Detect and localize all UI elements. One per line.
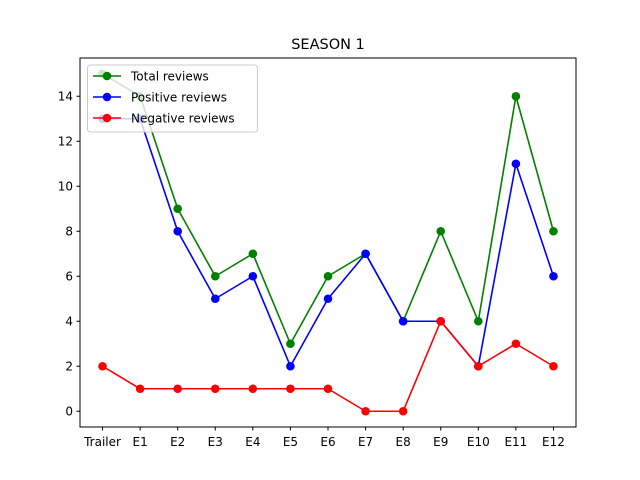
legend-swatch-marker xyxy=(102,71,112,81)
data-point xyxy=(286,339,295,349)
data-point xyxy=(286,361,295,371)
chart-title: SEASON 1 xyxy=(291,37,365,53)
data-point xyxy=(549,271,558,281)
x-tick-label: E10 xyxy=(467,435,490,449)
legend-box xyxy=(87,64,258,133)
legend: Total reviews Positive reviews Negative re… xyxy=(87,64,258,133)
data-point xyxy=(549,361,558,371)
data-point xyxy=(173,226,182,236)
y-tick-label: 2 xyxy=(65,360,73,374)
x-tick-label: E3 xyxy=(208,435,223,449)
data-point xyxy=(436,226,446,236)
data-point xyxy=(511,91,521,101)
x-tick-label: E7 xyxy=(358,435,373,449)
y-tick-label: 0 xyxy=(65,405,73,419)
legend-swatch-marker xyxy=(102,92,112,102)
data-point xyxy=(361,406,370,416)
data-point xyxy=(323,294,333,304)
data-point xyxy=(436,316,446,326)
data-point xyxy=(549,226,558,236)
y-tick-label: 10 xyxy=(58,180,73,194)
data-point xyxy=(474,316,483,326)
legend-label: Positive reviews xyxy=(131,90,227,104)
data-point xyxy=(248,384,258,394)
data-point xyxy=(286,384,295,394)
y-tick-label: 6 xyxy=(65,270,73,284)
x-tick-label: E9 xyxy=(433,435,448,449)
x-tick-label: E1 xyxy=(133,435,148,449)
y-tick-label: 4 xyxy=(65,315,73,329)
data-point xyxy=(210,294,220,304)
data-point xyxy=(323,384,333,394)
data-point xyxy=(173,204,182,214)
series-negative-reviews xyxy=(98,316,558,416)
x-tick-label: E2 xyxy=(170,435,185,449)
series-layer xyxy=(98,69,558,416)
legend-label: Total reviews xyxy=(130,69,209,83)
x-tick-label: E8 xyxy=(396,435,411,449)
legend-label: Negative reviews xyxy=(131,111,235,125)
x-tick-label: E6 xyxy=(320,435,335,449)
data-point xyxy=(361,249,370,259)
legend-swatch-marker xyxy=(102,113,112,123)
y-tick-label: 12 xyxy=(58,135,73,149)
x-tick-label: Trailer xyxy=(83,435,121,449)
data-point xyxy=(398,316,408,326)
data-point xyxy=(398,406,408,416)
x-tick-label: E11 xyxy=(504,435,527,449)
y-tick-label: 8 xyxy=(65,225,73,239)
data-point xyxy=(323,271,333,281)
y-axis: 0 2 4 6 8 10 12 14 xyxy=(58,90,80,419)
x-tick-label: E5 xyxy=(283,435,298,449)
data-point xyxy=(511,159,521,169)
x-tick-label: E12 xyxy=(542,435,565,449)
data-point xyxy=(248,271,258,281)
data-point xyxy=(98,361,107,371)
data-point xyxy=(474,361,483,371)
data-point xyxy=(511,339,521,349)
data-point xyxy=(210,384,220,394)
data-point xyxy=(173,384,182,394)
x-axis: Trailer E1 E2 E3 E4 E5 E6 E7 E8 E9 E10 E11 E12 xyxy=(83,427,565,449)
data-point xyxy=(135,384,145,394)
data-point xyxy=(210,271,220,281)
y-tick-label: 14 xyxy=(58,90,73,104)
x-tick-label: E4 xyxy=(245,435,260,449)
data-point xyxy=(248,249,258,259)
